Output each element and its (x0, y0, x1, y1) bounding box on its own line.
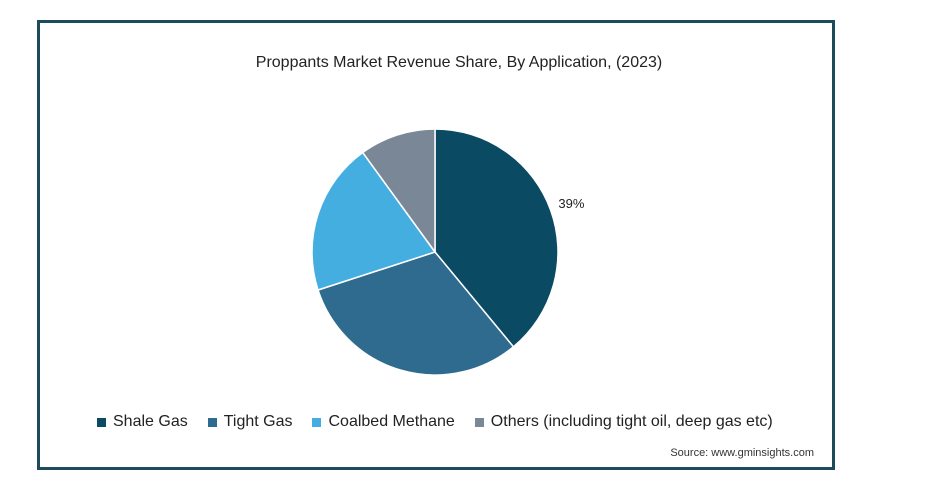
legend-label: Shale Gas (113, 413, 188, 430)
legend-label: Others (including tight oil, deep gas et… (490, 413, 773, 430)
pie-slice-tight (317, 251, 515, 376)
legend-swatch (312, 417, 322, 427)
legend: Shale Gas Tight Gas Coalbed Methane Others … (97, 413, 773, 431)
legend-swatch (97, 417, 106, 427)
source-text: Source: www.gminsights.com (670, 447, 814, 459)
pie-slice-others (361, 128, 436, 255)
legend-item: Coalbed Methane (312, 413, 455, 431)
chart-title: Proppants Market Revenue Share, By Appli… (255, 54, 663, 71)
legend-swatch (474, 417, 484, 427)
legend-item: Tight Gas (207, 413, 293, 431)
pie-slice-coalbed (311, 151, 437, 291)
pie-slice-shale (434, 128, 559, 348)
legend-label: Coalbed Methane (328, 413, 455, 430)
legend-item: Shale Gas (97, 413, 188, 431)
legend-label: Tight Gas (223, 413, 293, 430)
data-label: 39% (558, 196, 584, 211)
legend-item: Others (including tight oil, deep gas et… (474, 413, 773, 431)
legend-swatch (207, 417, 217, 427)
